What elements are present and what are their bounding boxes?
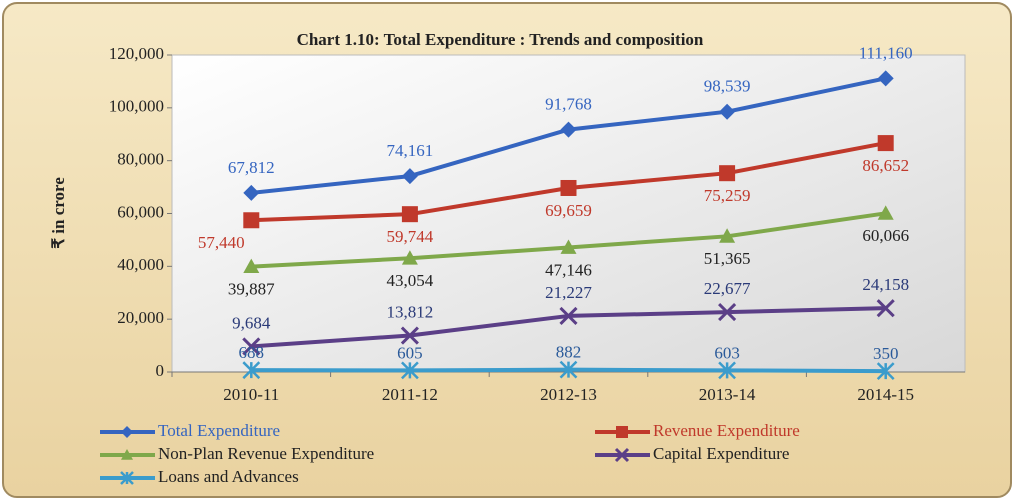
marker — [719, 228, 736, 243]
data-label: 688 — [239, 343, 265, 362]
marker — [876, 362, 895, 380]
data-label: 350 — [873, 344, 899, 363]
marker — [559, 360, 578, 379]
data-label: 9,684 — [232, 313, 271, 332]
marker — [121, 426, 133, 438]
data-label: 57,440 — [198, 233, 245, 252]
data-label: 605 — [397, 343, 423, 362]
x-tick-label: 2011-12 — [382, 385, 438, 404]
marker — [243, 184, 260, 201]
y-tick-label: 80,000 — [117, 150, 164, 169]
data-label: 69,659 — [545, 201, 592, 220]
data-label: 22,677 — [704, 279, 751, 298]
marker — [877, 70, 894, 87]
y-tick-label: 20,000 — [117, 308, 164, 327]
y-tick-label: 40,000 — [117, 255, 164, 274]
x-tick-label: 2014-15 — [857, 385, 914, 404]
marker — [718, 303, 737, 322]
legend-label: Total Expenditure — [158, 421, 280, 440]
data-label: 111,160 — [859, 43, 913, 62]
data-label: 882 — [556, 343, 582, 362]
data-label: 75,259 — [704, 186, 751, 205]
plot-area — [171, 54, 966, 373]
data-label: 13,812 — [387, 302, 434, 321]
marker — [401, 206, 418, 223]
x-tick-label: 2012-13 — [540, 385, 597, 404]
data-label: 603 — [714, 343, 740, 362]
y-axis-label: ₹ in crore — [49, 177, 68, 249]
x-tick-label: 2013-14 — [699, 385, 756, 404]
y-tick-label: 120,000 — [109, 44, 164, 63]
marker — [877, 135, 894, 152]
marker — [559, 306, 578, 325]
marker — [120, 471, 134, 485]
marker — [876, 299, 895, 318]
data-label: 67,812 — [228, 158, 275, 177]
marker — [401, 168, 418, 185]
marker — [243, 212, 260, 229]
data-label: 59,744 — [387, 227, 434, 246]
marker — [242, 361, 261, 380]
data-label: 43,054 — [387, 271, 434, 290]
data-label: 86,652 — [862, 156, 909, 175]
marker — [719, 165, 736, 182]
data-label: 47,146 — [545, 260, 592, 279]
x-tick-label: 2010-11 — [223, 385, 279, 404]
y-tick-label: 100,000 — [109, 97, 164, 116]
marker — [400, 326, 419, 345]
y-tick-label: 0 — [156, 361, 165, 380]
marker — [718, 361, 736, 380]
y-tick-label: 60,000 — [117, 202, 164, 221]
marker — [616, 426, 628, 438]
chart-title: Chart 1.10: Total Expenditure : Trends a… — [297, 30, 704, 49]
legend-label: Revenue Expenditure — [653, 421, 800, 440]
marker — [560, 179, 577, 196]
marker — [243, 258, 260, 274]
data-label: 51,365 — [704, 249, 751, 268]
marker — [401, 250, 418, 265]
data-label: 91,768 — [545, 94, 592, 113]
data-label: 39,887 — [228, 280, 275, 299]
marker — [242, 337, 261, 356]
marker — [560, 239, 577, 254]
data-label: 21,227 — [545, 283, 592, 302]
marker — [719, 103, 736, 120]
marker — [121, 449, 133, 460]
legend-label: Non-Plan Revenue Expenditure — [158, 444, 374, 463]
legend-label: Loans and Advances — [158, 467, 299, 486]
data-label: 60,066 — [862, 226, 909, 245]
marker — [877, 205, 894, 220]
data-label: 24,158 — [862, 275, 909, 294]
marker — [614, 447, 630, 463]
marker — [560, 121, 577, 138]
data-label: 98,539 — [704, 77, 751, 96]
data-label: 74,161 — [387, 141, 434, 160]
legend-label: Capital Expenditure — [653, 444, 789, 463]
marker — [401, 361, 419, 380]
